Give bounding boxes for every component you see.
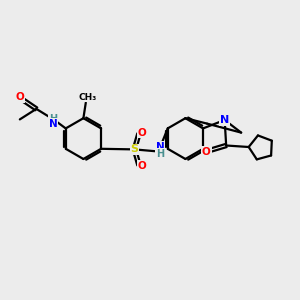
Text: CH₃: CH₃: [78, 93, 96, 102]
Text: O: O: [137, 161, 146, 171]
Text: N: N: [49, 119, 58, 129]
Text: O: O: [15, 92, 24, 102]
Text: N: N: [156, 142, 165, 152]
Text: N: N: [220, 115, 229, 125]
Text: S: S: [130, 144, 138, 154]
Text: H: H: [156, 149, 164, 159]
Text: H: H: [49, 114, 57, 124]
Text: O: O: [137, 128, 146, 138]
Text: O: O: [202, 147, 211, 157]
